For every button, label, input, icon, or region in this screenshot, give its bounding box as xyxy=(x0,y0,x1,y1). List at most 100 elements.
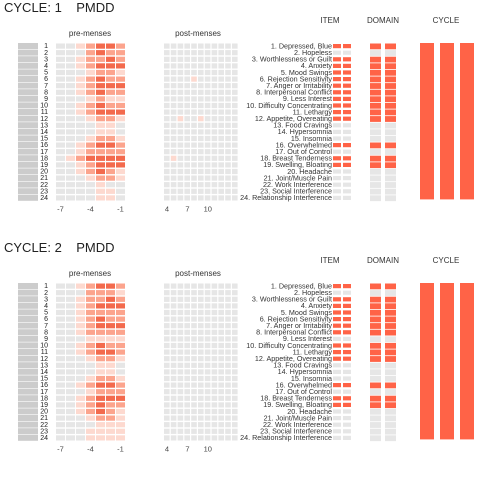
post-heat-cell xyxy=(198,175,204,181)
post-heat-cell xyxy=(191,56,197,62)
pre-menses-label: pre-menses xyxy=(69,269,111,278)
post-heat-cell xyxy=(204,162,211,168)
pre-heat-cell xyxy=(76,395,85,401)
post-heat-cell xyxy=(211,50,218,56)
pre-heat-cell xyxy=(116,349,125,355)
pre-heat-cell xyxy=(56,362,65,368)
post-heat-cell xyxy=(164,50,170,56)
pre-heat-cell xyxy=(56,142,65,148)
item-label: 3. Worthlessness or Guilt xyxy=(252,295,332,304)
pre-heat-cell xyxy=(106,162,115,168)
post-heat-cell xyxy=(184,316,190,322)
pre-heat-cell xyxy=(56,435,65,441)
post-heat-cell xyxy=(164,89,170,95)
post-heat-cell xyxy=(218,342,224,349)
pre-heat-cell xyxy=(86,69,95,76)
pre-heat-cell xyxy=(76,375,85,382)
pre-heat-cell xyxy=(96,408,105,415)
post-heat-cell xyxy=(164,329,170,335)
item-flag-cell xyxy=(343,176,351,181)
post-heat-cell xyxy=(232,323,238,329)
item-label: 15. Insomnia xyxy=(291,374,332,383)
post-heat-cell xyxy=(191,349,197,355)
post-heat-cell xyxy=(184,50,190,56)
post-heat-cell xyxy=(191,316,197,322)
post-heat-cell xyxy=(198,402,204,408)
pre-heat-cell xyxy=(96,415,105,421)
post-heat-cell xyxy=(225,435,231,441)
pre-heat-cell xyxy=(106,102,115,109)
post-heat-cell xyxy=(218,389,224,395)
pre-heat-cell xyxy=(116,402,125,408)
item-label: 13. Food Cravings xyxy=(273,121,332,130)
row-stripe xyxy=(18,155,38,162)
post-heat-cell xyxy=(232,428,238,434)
post-heat-cell xyxy=(225,389,231,395)
item-label: 3. Worthlessness or Guilt xyxy=(252,55,332,64)
post-heat-cell xyxy=(232,116,238,122)
heatmap-svg: pre-menses post-menses ITEM DOMAIN CYCLE… xyxy=(18,256,474,453)
post-heat-cell xyxy=(164,402,170,408)
post-heat-cell xyxy=(232,375,238,382)
cycle-bar xyxy=(420,43,434,200)
post-heat-cell xyxy=(204,122,211,128)
pre-heat-cell xyxy=(86,296,95,302)
pre-heat-cell xyxy=(66,395,75,401)
post-heat-cell xyxy=(177,96,184,102)
pre-heat-cell xyxy=(116,135,125,142)
pre-heat-cell xyxy=(76,109,85,115)
post-heat-cell xyxy=(184,135,190,142)
item-flag-cell xyxy=(333,57,341,62)
pre-heat-cell xyxy=(86,422,95,428)
post-heat-cell xyxy=(198,296,204,302)
pre-heat-cell xyxy=(106,83,115,89)
post-heat-cell xyxy=(164,336,170,342)
row-number: 6 xyxy=(44,76,48,83)
post-heat-cell xyxy=(211,415,218,421)
post-heat-cell xyxy=(198,336,204,342)
pre-heat-cell xyxy=(116,395,125,401)
post-heat-cell xyxy=(225,408,231,415)
post-heat-cell xyxy=(198,342,204,349)
item-label: 20. Headache xyxy=(287,407,332,416)
post-heat-cell xyxy=(177,50,184,56)
pre-heat-cell xyxy=(76,435,85,441)
pre-heat-cell xyxy=(76,369,85,375)
pre-heat-cell xyxy=(76,168,85,175)
domain-cell xyxy=(370,162,381,169)
pre-heat-cell xyxy=(66,188,75,194)
row-number: 13 xyxy=(40,362,48,369)
post-heat-cell xyxy=(211,182,218,188)
pre-heat-cell xyxy=(116,342,125,349)
post-heat-cell xyxy=(218,175,224,181)
item-flag-cell xyxy=(333,323,341,328)
domain-cell xyxy=(370,50,381,56)
post-heat-cell xyxy=(218,135,224,142)
post-heat-cell xyxy=(184,182,190,188)
pre-heat-cell xyxy=(76,415,85,421)
pre-heat-cell xyxy=(86,188,95,194)
pre-heat-cell xyxy=(106,402,115,408)
row-number: 16 xyxy=(40,142,48,149)
item-flag-cell xyxy=(333,83,341,88)
item-flag-cell xyxy=(333,435,341,440)
post-heat-cell xyxy=(184,69,190,76)
item-flag-cell xyxy=(343,290,351,295)
row-stripe xyxy=(18,82,38,89)
pre-heat-cell xyxy=(96,129,105,135)
post-heat-cell xyxy=(225,309,231,316)
post-heat-cell xyxy=(211,43,218,49)
domain-cell xyxy=(370,182,381,188)
post-heat-cell xyxy=(177,402,184,408)
row-stripe xyxy=(18,415,38,421)
item-flag-cell xyxy=(333,162,341,167)
pre-heat-cell xyxy=(56,375,65,382)
row-number: 5 xyxy=(44,70,48,77)
post-heat-cell xyxy=(232,362,238,368)
post-heat-cell xyxy=(232,389,238,395)
post-heat-cell xyxy=(170,155,177,161)
pre-heat-cell xyxy=(66,89,75,95)
post-heat-cell xyxy=(225,296,231,302)
post-heat-cell xyxy=(191,389,197,395)
pre-heat-cell xyxy=(86,329,95,335)
